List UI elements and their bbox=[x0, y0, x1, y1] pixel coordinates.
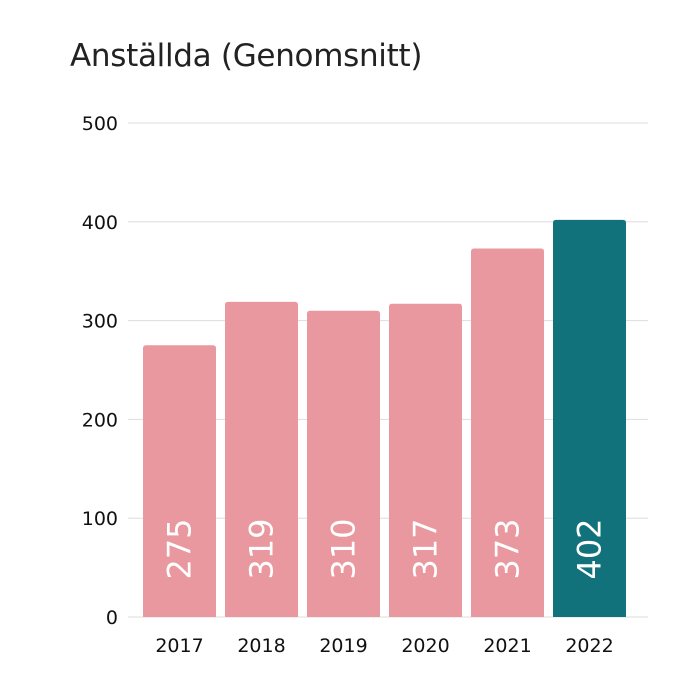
y-tick-label: 300 bbox=[82, 311, 118, 333]
data-label: 402 bbox=[571, 518, 609, 579]
data-label: 319 bbox=[243, 518, 281, 579]
chart-title: Anställda (Genomsnitt) bbox=[70, 38, 423, 74]
bar-2019 bbox=[307, 310, 380, 617]
bar-2018 bbox=[225, 301, 298, 617]
data-label: 317 bbox=[407, 518, 445, 579]
x-tick-label: 2018 bbox=[237, 635, 285, 657]
y-tick-label: 400 bbox=[82, 212, 118, 234]
x-tick-label: 2017 bbox=[155, 635, 203, 657]
x-axis-ticks: 2017 2018 2019 2020 2021 2022 bbox=[155, 635, 613, 657]
y-tick-label: 500 bbox=[82, 113, 118, 135]
data-label: 275 bbox=[161, 518, 199, 579]
y-tick-label: 200 bbox=[82, 409, 118, 431]
bar-2020 bbox=[389, 303, 462, 617]
data-labels: 275 319 310 317 373 402 bbox=[161, 518, 609, 579]
y-tick-label: 0 bbox=[106, 607, 118, 629]
x-tick-label: 2022 bbox=[565, 635, 613, 657]
y-tick-label: 100 bbox=[82, 508, 118, 530]
data-label: 373 bbox=[489, 518, 527, 579]
x-tick-label: 2020 bbox=[401, 635, 449, 657]
bars bbox=[143, 219, 626, 617]
y-axis-ticks: 0 100 200 300 400 500 bbox=[82, 113, 118, 629]
x-tick-label: 2021 bbox=[483, 635, 531, 657]
bar-2021 bbox=[471, 248, 544, 617]
x-tick-label: 2019 bbox=[319, 635, 367, 657]
bar-2017 bbox=[143, 345, 216, 617]
bar-2022 bbox=[553, 219, 626, 617]
data-label: 310 bbox=[325, 518, 363, 579]
